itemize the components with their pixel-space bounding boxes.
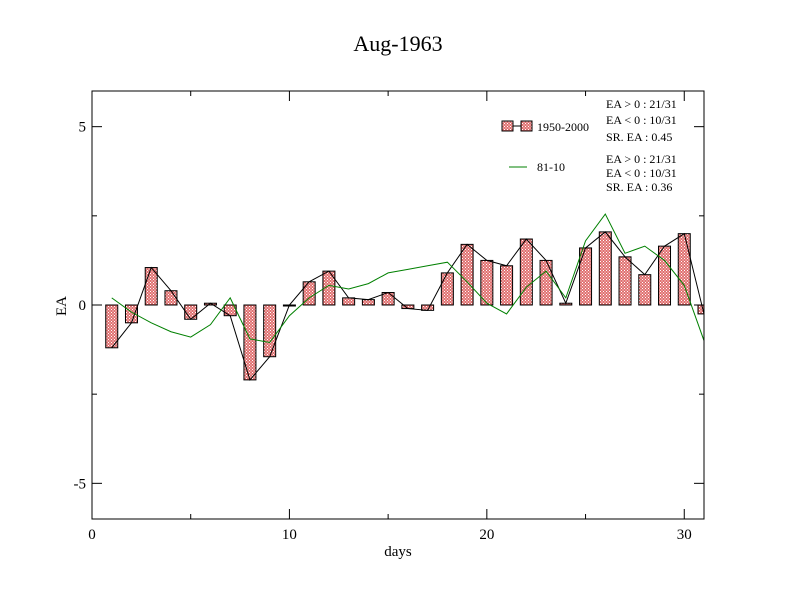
y-axis-label: EA	[54, 296, 70, 316]
x-tick-label-0: 0	[88, 527, 96, 543]
bar-day-14	[361, 299, 375, 306]
plot-area: 0 10 20 30 -5 0 5	[74, 90, 705, 543]
bar-day-22	[519, 238, 533, 306]
stat-81-10-negative: EA < 0 : 10/31	[606, 166, 677, 180]
x-tick-label-10: 10	[282, 527, 297, 543]
stat-81-10-positive: EA > 0 : 21/31	[606, 152, 677, 166]
y-tick-label--5: -5	[74, 476, 87, 492]
bar-day-5	[184, 304, 198, 320]
legend: 1950-2000 81-10 EA > 0 : 21/31 EA < 0 : …	[501, 97, 677, 194]
bar-day-1	[105, 304, 119, 349]
bar-day-27	[618, 256, 632, 306]
bar-day-18	[440, 272, 454, 306]
x-tick-label-20: 20	[479, 527, 494, 543]
legend-swatch-1950-2000-left	[501, 120, 514, 132]
y-tick-label-0: 0	[79, 298, 87, 314]
legend-swatch-1950-2000-right	[520, 120, 533, 132]
bar-day-30	[677, 233, 691, 306]
x-axis-label: days	[384, 544, 412, 560]
bar-day-25	[579, 247, 593, 306]
chart-title: Aug-1963	[353, 31, 442, 56]
line-81-10	[111, 213, 704, 343]
line-1950-2000	[111, 231, 704, 381]
bar-day-8	[243, 304, 257, 381]
bar-day-21	[500, 265, 514, 306]
stat-1950-2000-sr: SR. EA : 0.45	[606, 130, 672, 144]
stat-81-10-sr: SR. EA : 0.36	[606, 180, 672, 194]
bar-day-23	[539, 259, 553, 306]
bar-day-31	[697, 304, 704, 315]
stat-1950-2000-positive: EA > 0 : 21/31	[606, 97, 677, 111]
legend-label-81-10: 81-10	[537, 160, 565, 174]
bar-day-29	[658, 245, 672, 306]
bar-day-4	[164, 290, 178, 306]
bar-day-9	[263, 304, 277, 358]
bar-day-28	[638, 274, 652, 306]
bar-day-19	[460, 243, 474, 306]
y-tick-label-5: 5	[79, 120, 87, 136]
bar-day-26	[598, 231, 612, 306]
series-group	[105, 213, 704, 381]
bar-day-13	[342, 297, 356, 306]
stat-1950-2000-negative: EA < 0 : 10/31	[606, 113, 677, 127]
legend-label-1950-2000: 1950-2000	[537, 120, 589, 134]
x-tick-label-30: 30	[677, 527, 692, 543]
